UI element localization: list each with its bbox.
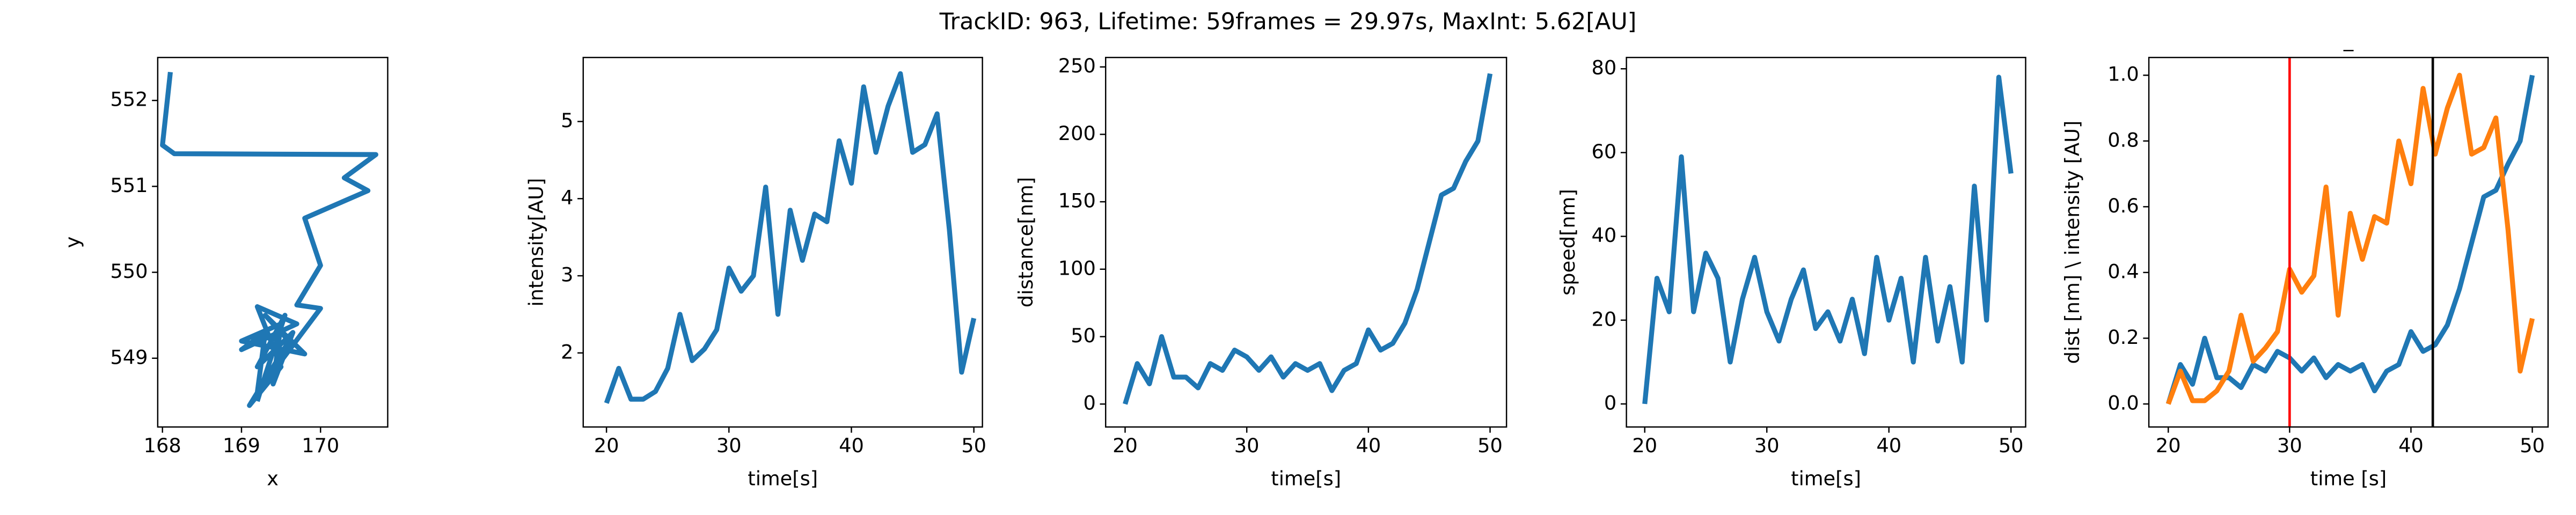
axes-title: _ [2343,28,2354,52]
y-tick-label: 5 [561,109,573,132]
data-line [604,71,977,404]
axes-frame [1104,56,1507,428]
x-axis-label: time[s] [1791,467,1861,490]
y-tick-label: 0.2 [2107,326,2139,349]
figure-title: TrackID: 963, Lifetime: 59frames = 29.97… [939,8,1637,35]
y-tick-label: 551 [110,174,148,197]
x-tick-label: 20 [594,434,619,457]
y-tick-label: 2 [561,340,573,363]
x-tick-label: 30 [1754,434,1780,457]
x-axis-label: time[s] [748,467,818,490]
x-tick-label: 30 [2277,434,2302,457]
axes-frame [582,56,983,428]
y-axis-label: y [61,237,84,248]
data-line [1642,75,2014,404]
y-tick-label: 1.0 [2107,63,2139,86]
y-tick-label: 0.0 [2107,392,2139,415]
x-tick-label: 30 [1234,434,1260,457]
data-line [2165,75,2535,405]
y-tick-label: 3 [561,263,573,286]
y-tick-label: 100 [1058,256,1096,279]
y-tick-label: 150 [1058,189,1096,212]
x-tick-label: 40 [839,434,864,457]
x-tick-label: 50 [1999,434,2024,457]
x-axis-label: time [s] [2310,467,2387,490]
x-axis-label: x [267,467,279,490]
y-tick-label: 0 [1604,391,1616,414]
y-tick-label: 549 [110,345,148,369]
y-tick-label: 550 [110,260,148,283]
x-tick-label: 20 [2156,434,2181,457]
y-tick-label: 0.6 [2107,194,2139,217]
axes-frame [1626,56,2026,428]
x-tick-label: 170 [302,434,339,457]
x-tick-label: 40 [1356,434,1381,457]
data-line [2165,72,2535,405]
y-axis-label: dist [nm] \ intensity [AU] [2061,121,2084,364]
x-tick-label: 20 [1113,434,1138,457]
y-axis-label: intensity[AU] [525,178,548,307]
x-tick-label: 50 [2520,434,2545,457]
x-tick-label: 50 [1477,434,1503,457]
y-axis-label: distance[nm] [1014,177,1037,307]
y-tick-label: 0.8 [2107,128,2139,151]
x-axis-label: time[s] [1271,467,1341,490]
y-tick-label: 20 [1592,307,1617,330]
y-axis-label: speed[nm] [1556,189,1579,296]
x-tick-label: 30 [716,434,742,457]
y-tick-label: 40 [1592,224,1617,247]
x-tick-label: 50 [961,434,986,457]
data-line [1123,73,1493,405]
axes-frame [157,56,389,428]
y-tick-label: 0 [1083,392,1095,415]
y-tick-label: 4 [561,186,573,209]
y-tick-label: 60 [1592,140,1617,163]
y-tick-label: 200 [1058,122,1096,145]
data-line [160,71,378,408]
y-tick-label: 50 [1071,324,1096,347]
x-tick-label: 20 [1632,434,1657,457]
y-tick-label: 552 [110,88,148,111]
x-tick-label: 40 [1876,434,1901,457]
y-tick-label: 80 [1592,56,1617,79]
x-tick-label: 40 [2398,434,2424,457]
x-tick-label: 169 [223,434,260,457]
y-tick-label: 250 [1058,54,1096,77]
axes-frame [2148,56,2549,428]
x-tick-label: 168 [144,434,181,457]
y-tick-label: 0.4 [2107,260,2139,283]
